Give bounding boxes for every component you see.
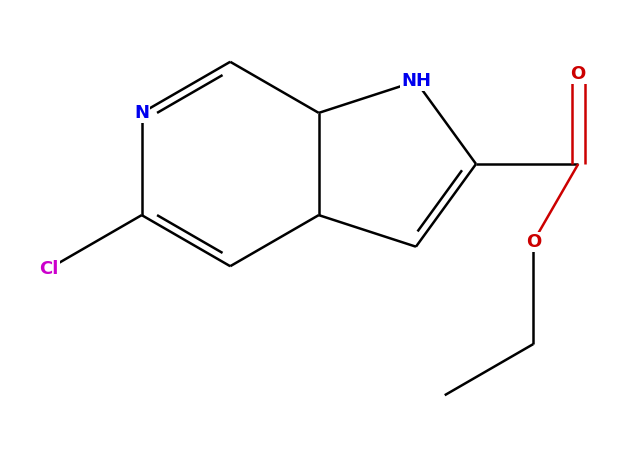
Text: NH: NH xyxy=(401,72,431,90)
Text: Cl: Cl xyxy=(39,260,58,278)
Text: O: O xyxy=(525,233,541,251)
Text: O: O xyxy=(571,65,586,83)
Text: N: N xyxy=(134,104,149,122)
